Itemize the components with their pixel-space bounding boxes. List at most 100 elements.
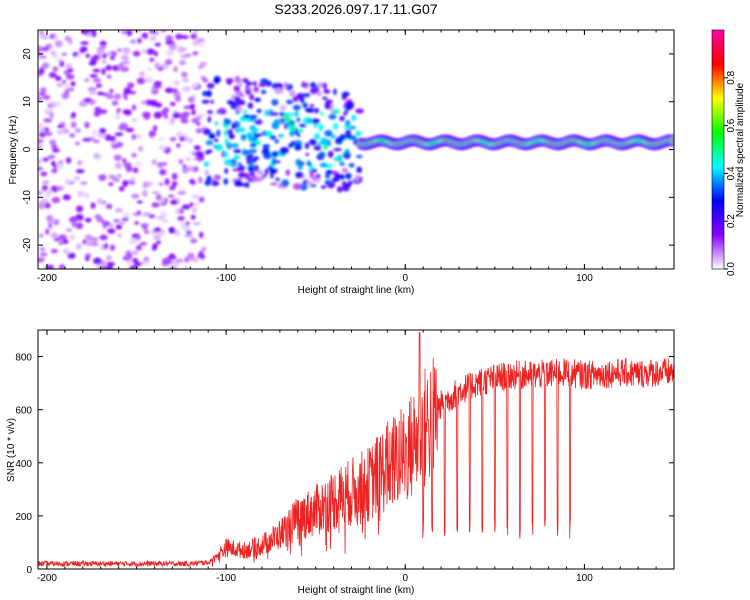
heatmap-noise-cell [99, 127, 107, 135]
snr-x-tick-label: -200 [37, 573, 57, 584]
heatmap-noise-cell [180, 53, 189, 59]
heatmap-dispersed-cell [253, 86, 259, 93]
heatmap-dispersed-cell [232, 168, 241, 172]
heatmap-dispersed-cell [216, 129, 221, 137]
heatmap-dispersed-cell [299, 123, 307, 128]
heatmap-dispersed-cell [315, 173, 321, 180]
heatmap-noise-cell [47, 154, 56, 160]
heatmap-dispersed-cell [351, 114, 357, 122]
heatmap-noise-cell [168, 194, 175, 198]
heatmap-noise-cell [91, 129, 98, 136]
heatmap-dispersed-cell [345, 104, 351, 111]
heatmap-noise-cell [120, 66, 130, 72]
heatmap-tone-core [669, 139, 674, 142]
heatmap-noise-cell [186, 137, 194, 143]
heatmap-noise-cell [77, 160, 83, 166]
snr-x-tick-label: -100 [216, 573, 236, 584]
spectrogram-y-tick-label: -20 [22, 237, 33, 252]
snr-y-tick-label: 200 [15, 512, 32, 523]
heatmap-dispersed-cell [264, 109, 269, 117]
heatmap-noise-cell [51, 169, 58, 174]
spectrogram-y-tick-label: 20 [22, 48, 33, 60]
heatmap-noise-cell [117, 233, 122, 238]
heatmap-dispersed-cell [294, 110, 299, 117]
heatmap-noise-cell [65, 74, 75, 80]
heatmap-noise-cell [98, 109, 108, 115]
heatmap-noise-cell [64, 178, 73, 185]
heatmap-noise-cell [38, 131, 47, 138]
colorbar-tick-label: 0.8 [726, 70, 737, 84]
heatmap-dispersed-cell [262, 146, 269, 153]
heatmap-noise-cell [56, 162, 63, 170]
heatmap-noise-cell [175, 208, 180, 214]
heatmap-noise-cell [134, 262, 143, 267]
heatmap-dispersed-cell [309, 103, 315, 108]
heatmap-noise-cell [79, 46, 85, 54]
heatmap-noise-cell [75, 214, 84, 222]
heatmap-dispersed-cell [262, 144, 271, 148]
heatmap-noise-cell [42, 180, 50, 184]
heatmap-dispersed-cell [230, 162, 238, 168]
heatmap-dispersed-cell [306, 161, 312, 166]
heatmap-noise-cell [85, 53, 90, 58]
heatmap-dispersed-cell [252, 131, 257, 135]
heatmap-noise-cell [93, 111, 101, 117]
heatmap-noise-cell [129, 238, 138, 245]
heatmap-noise-cell [106, 261, 116, 267]
heatmap-noise-cell [195, 128, 203, 134]
heatmap-dispersed-cell [250, 128, 259, 133]
heatmap-noise-cell [181, 77, 190, 83]
heatmap-noise-cell [69, 133, 75, 138]
heatmap-noise-cell [89, 99, 97, 104]
heatmap-noise-cell [113, 93, 122, 100]
heatmap-dispersed-cell [325, 99, 334, 104]
heatmap-dispersed-cell [354, 174, 360, 182]
heatmap-dispersed-cell [332, 108, 340, 115]
heatmap-noise-cell [178, 158, 184, 165]
heatmap-noise-cell [194, 202, 199, 206]
heatmap-noise-cell [108, 182, 114, 186]
heatmap-noise-cell [131, 193, 140, 199]
heatmap-noise-cell [164, 59, 173, 65]
heatmap-noise-cell [39, 233, 44, 238]
heatmap-noise-cell [119, 122, 129, 130]
heatmap-dispersed-cell [238, 127, 246, 133]
heatmap-noise-cell [82, 239, 87, 245]
heatmap-noise-cell [75, 169, 85, 174]
heatmap-dispersed-cell [323, 89, 331, 94]
heatmap-noise-cell [38, 166, 44, 171]
heatmap-noise-cell [174, 95, 182, 103]
heatmap-noise-cell [111, 144, 119, 149]
heatmap-dispersed-cell [322, 96, 328, 100]
heatmap-noise-cell [90, 241, 99, 247]
heatmap-noise-cell [157, 67, 164, 71]
heatmap-noise-cell [118, 186, 125, 192]
heatmap-noise-cell [59, 60, 65, 68]
heatmap-noise-cell [143, 229, 150, 234]
heatmap-dispersed-cell [293, 104, 301, 111]
heatmap-noise-cell [154, 42, 162, 47]
heatmap-noise-cell [94, 106, 101, 112]
heatmap-noise-cell [105, 64, 113, 71]
heatmap-dispersed-cell [339, 134, 346, 141]
colorbar-ticks: 0.0 0.2 0.4 0.6 0.8 [724, 70, 737, 276]
heatmap-noise-cell [63, 247, 70, 255]
heatmap-dispersed-cell [254, 119, 263, 125]
heatmap-dispersed-cell [250, 114, 258, 119]
heatmap-noise-cell [171, 88, 179, 93]
heatmap-noise-cell [150, 130, 157, 137]
heatmap-noise-cell [181, 35, 189, 39]
heatmap-dispersed-cell [339, 173, 345, 180]
heatmap-noise-cell [135, 235, 141, 241]
heatmap-dispersed-cell [238, 83, 243, 87]
heatmap-dispersed-cell [296, 133, 301, 137]
heatmap-dispersed-cell [202, 78, 209, 83]
heatmap-noise-cell [52, 66, 59, 72]
heatmap-noise-cell [123, 211, 131, 219]
heatmap-noise-cell [176, 143, 181, 148]
colorbar-tick-label: 0.4 [726, 166, 737, 180]
heatmap-dispersed-cell [263, 152, 272, 160]
heatmap-noise-cell [152, 125, 158, 132]
heatmap-dispersed-cell [244, 172, 251, 180]
